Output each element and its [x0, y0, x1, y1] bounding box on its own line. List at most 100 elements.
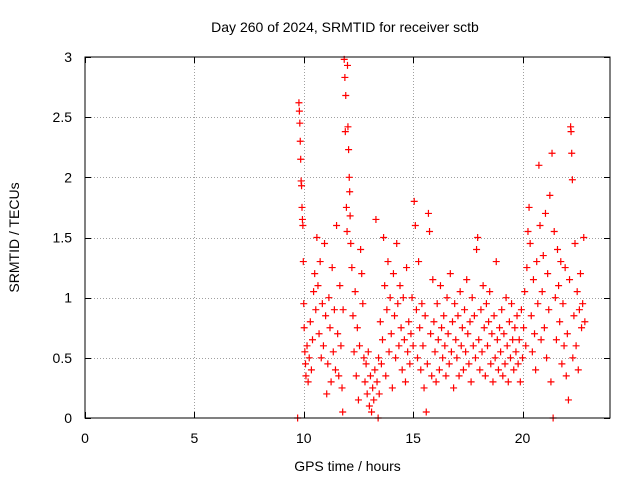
data-point: [440, 312, 448, 320]
data-point: [415, 258, 423, 266]
data-point: [449, 318, 456, 326]
data-point: [520, 324, 528, 332]
data-point: [519, 354, 526, 362]
data-point: [567, 128, 575, 136]
data-point: [371, 366, 379, 374]
data-point: [412, 306, 420, 314]
data-point: [327, 378, 335, 386]
data-point: [453, 354, 461, 362]
data-point: [459, 366, 467, 374]
data-point: [372, 215, 380, 223]
data-point: [341, 73, 349, 81]
data-point: [541, 209, 549, 217]
data-point: [462, 348, 470, 356]
grid-layer: [85, 57, 610, 418]
data-point: [436, 282, 444, 290]
data-point: [336, 282, 344, 290]
data-point: [536, 221, 544, 229]
data-point: [545, 306, 553, 314]
data-point: [431, 348, 439, 356]
data-point: [418, 300, 426, 308]
data-point: [326, 324, 334, 332]
data-point: [576, 270, 584, 278]
data-point: [547, 378, 555, 386]
data-point: [527, 312, 535, 320]
data-point: [394, 300, 402, 308]
data-point: [419, 342, 427, 350]
data-point: [435, 366, 443, 374]
data-point: [521, 288, 529, 296]
data-point: [497, 348, 505, 356]
data-point: [312, 306, 320, 314]
data-point: [525, 203, 533, 211]
data-point: [296, 119, 304, 127]
data-point: [499, 372, 507, 380]
data-point: [310, 288, 318, 296]
data-point: [414, 354, 421, 362]
data-point: [362, 360, 370, 368]
data-point: [325, 294, 333, 302]
data-point: [430, 318, 438, 326]
data-point: [467, 378, 475, 386]
data-point: [399, 294, 407, 302]
data-point: [511, 324, 519, 332]
data-point: [458, 324, 466, 332]
data-point: [508, 300, 516, 308]
data-point: [572, 342, 580, 350]
data-point: [465, 360, 473, 368]
data-point: [383, 306, 391, 314]
data-point: [426, 227, 434, 235]
data-point: [302, 360, 309, 368]
data-point: [528, 348, 536, 356]
data-point: [334, 330, 342, 338]
data-point: [503, 342, 511, 350]
data-point: [322, 312, 330, 320]
data-point: [504, 378, 512, 386]
data-point: [580, 234, 588, 241]
x-tick-label: 0: [81, 430, 89, 446]
data-point: [313, 234, 321, 241]
data-point: [398, 366, 406, 374]
data-point: [376, 318, 384, 326]
data-point: [366, 372, 374, 380]
data-point: [391, 312, 399, 320]
x-axis-label: GPS time / hours: [294, 458, 401, 474]
y-tick-label: 0: [64, 410, 72, 426]
data-point: [514, 360, 522, 368]
x-tick-label: 5: [190, 430, 198, 446]
data-point: [368, 408, 376, 416]
data-point: [522, 342, 530, 350]
data-point: [566, 276, 574, 284]
data-point: [361, 378, 369, 386]
data-point: [470, 312, 478, 320]
data-point: [486, 288, 494, 296]
data-point: [444, 330, 452, 338]
data-point: [569, 354, 577, 362]
data-point: [311, 270, 319, 278]
data-point: [384, 258, 392, 266]
data-point: [387, 330, 395, 338]
data-point: [356, 342, 364, 350]
data-point: [473, 246, 481, 254]
data-point: [369, 384, 377, 392]
data-point: [516, 378, 524, 386]
data-point: [410, 197, 418, 205]
data-point: [543, 354, 551, 362]
data-point: [441, 342, 449, 350]
data-point: [333, 221, 341, 229]
data-point: [501, 360, 509, 368]
data-point: [474, 234, 482, 241]
data-point: [461, 306, 469, 314]
ticks-layer: 0 5 10 15 20 0 0.5 1 1.5 2 2.5 3: [53, 49, 610, 446]
data-point: [485, 318, 493, 326]
data-point: [559, 300, 567, 308]
data-point: [463, 276, 471, 284]
data-point: [330, 306, 338, 314]
data-point: [558, 360, 566, 368]
data-point: [546, 191, 554, 199]
data-point: [421, 312, 429, 320]
data-point: [344, 61, 351, 69]
data-point: [492, 258, 500, 266]
data-point: [432, 378, 440, 386]
data-point: [318, 300, 326, 308]
